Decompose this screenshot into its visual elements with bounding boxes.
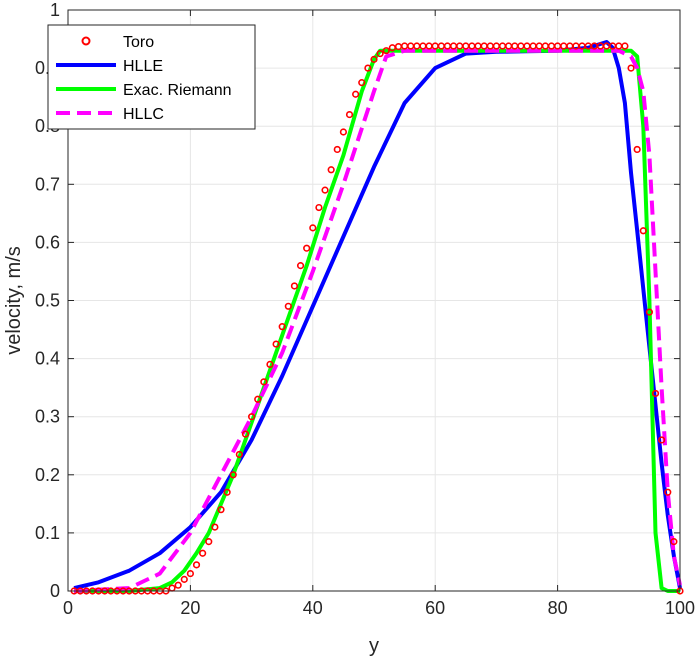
x-tick-label: 60 bbox=[425, 598, 445, 618]
x-tick-label: 0 bbox=[63, 598, 73, 618]
y-tick-label: 0.7 bbox=[35, 174, 60, 194]
toro-marker bbox=[278, 323, 286, 331]
legend-label: HLLC bbox=[123, 106, 164, 123]
toro-marker bbox=[223, 488, 231, 496]
x-axis-title: y bbox=[369, 635, 379, 657]
tick-labels: 0 20 40 60 80 10000.10.20.30.40.50.60.70.80.9… bbox=[35, 0, 695, 618]
toro-marker bbox=[639, 227, 647, 235]
toro-marker bbox=[345, 110, 354, 119]
y-tick-label: 0 bbox=[50, 581, 60, 601]
series-line bbox=[73, 48, 682, 593]
toro-marker bbox=[651, 389, 660, 398]
toro-marker bbox=[290, 282, 299, 290]
toro-marker bbox=[303, 244, 311, 252]
x-tick-label: 40 bbox=[303, 598, 323, 618]
toro-marker bbox=[199, 549, 207, 557]
toro-marker bbox=[186, 569, 194, 578]
toro-marker bbox=[260, 378, 268, 386]
y-tick-label: 0.1 bbox=[35, 523, 60, 543]
toro-marker bbox=[627, 64, 635, 72]
toro-marker bbox=[217, 506, 225, 514]
y-tick-label: 0.2 bbox=[35, 465, 60, 485]
toro-marker bbox=[211, 523, 219, 531]
toro-marker bbox=[205, 538, 213, 546]
y-tick-label: 1 bbox=[50, 0, 60, 20]
toro-marker bbox=[621, 42, 629, 50]
toro-marker bbox=[633, 145, 641, 154]
toro-marker bbox=[174, 581, 182, 589]
toro-marker bbox=[339, 128, 348, 136]
toro-marker bbox=[254, 395, 262, 403]
toro-marker bbox=[192, 561, 201, 569]
x-tick-label: 100 bbox=[665, 598, 695, 618]
legend-entry: Toro bbox=[81, 34, 154, 51]
toro-marker bbox=[272, 340, 280, 348]
toro-marker bbox=[180, 575, 188, 583]
toro-marker bbox=[309, 224, 317, 232]
toro-marker bbox=[358, 79, 366, 87]
toro-marker bbox=[315, 203, 323, 212]
toro-marker bbox=[241, 430, 250, 438]
x-tick-label: 80 bbox=[548, 598, 568, 618]
toro-marker bbox=[333, 145, 341, 154]
y-tick-label: 0.5 bbox=[35, 291, 60, 311]
legend-entry: HLLC bbox=[56, 106, 164, 123]
series-exac-riemann bbox=[74, 48, 680, 593]
toro-marker bbox=[235, 450, 243, 459]
toro-marker bbox=[296, 262, 305, 270]
legend-label: Exac. Riemann bbox=[123, 82, 232, 99]
toro-marker bbox=[284, 302, 292, 310]
x-tick-label: 20 bbox=[180, 598, 200, 618]
y-tick-label: 0.3 bbox=[35, 407, 60, 427]
toro-marker bbox=[670, 538, 678, 546]
toro-marker bbox=[376, 49, 384, 58]
legend: Toro HLLE Exac. Riemann HLLC bbox=[47, 24, 256, 130]
legend-label: HLLE bbox=[123, 58, 163, 75]
toro-marker bbox=[229, 471, 237, 479]
toro-marker bbox=[664, 488, 672, 496]
legend-swatch bbox=[81, 36, 91, 46]
series-hllc bbox=[73, 48, 682, 593]
toro-marker bbox=[364, 64, 372, 72]
series-line bbox=[74, 48, 680, 593]
toro-marker bbox=[382, 47, 390, 55]
y-tick-label: 0.6 bbox=[35, 232, 60, 252]
series-toro bbox=[70, 42, 684, 595]
legend-label: Toro bbox=[123, 34, 154, 51]
legend-entry: Exac. Riemann bbox=[56, 82, 232, 99]
y-axis-title: velocity, m/s bbox=[3, 246, 25, 355]
toro-marker bbox=[248, 413, 256, 421]
toro-marker bbox=[327, 166, 335, 174]
series-layer bbox=[70, 40, 684, 595]
toro-marker bbox=[370, 55, 378, 63]
toro-marker bbox=[658, 436, 666, 444]
toro-marker bbox=[266, 360, 274, 369]
y-tick-label: 0.4 bbox=[35, 349, 60, 369]
toro-marker bbox=[645, 308, 654, 316]
toro-marker bbox=[321, 186, 329, 194]
toro-marker bbox=[352, 90, 360, 98]
legend-entry: HLLE bbox=[56, 58, 163, 75]
